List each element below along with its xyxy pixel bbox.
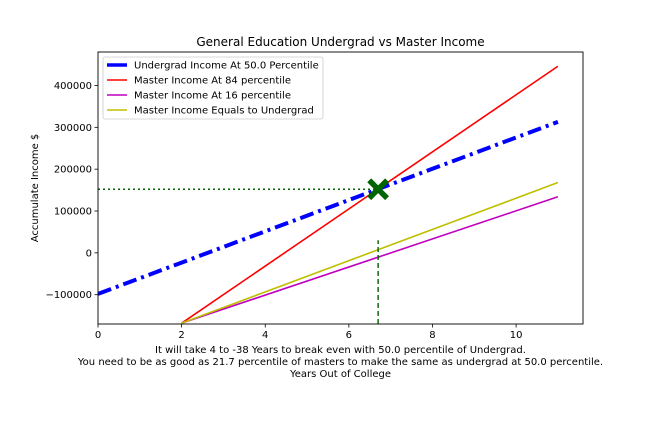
y-axis-label: Accumulate Income $ <box>30 134 41 243</box>
chart-title: General Education Undergrad vs Master In… <box>196 35 484 49</box>
plot-frame <box>97 51 584 325</box>
y-tick-label: 100000 <box>54 207 92 218</box>
axis-ticks: 0 2 4 6 8 10 −100000 0 100000 200000 300000 400000 <box>45 81 522 341</box>
series-line-2 <box>181 196 559 324</box>
x-axis-label-line-3: Years Out of College <box>289 369 391 380</box>
break-even-marker <box>367 178 390 201</box>
y-tick-label: 400000 <box>54 81 92 92</box>
legend-label-1: Master Income At 84 percentile <box>134 76 291 87</box>
x-tick-label: 2 <box>178 330 184 341</box>
series-line-3 <box>181 181 559 324</box>
legend: Undergrad Income At 50.0 Percentile Maste… <box>102 56 324 120</box>
x-tick-label: 4 <box>262 330 268 341</box>
y-tick-label: −100000 <box>45 290 92 301</box>
y-tick-label: 0 <box>86 248 92 259</box>
x-tick-label: 6 <box>346 330 352 341</box>
plot-data-layer <box>98 65 559 324</box>
legend-box <box>102 56 324 120</box>
legend-label-0: Undergrad Income At 50.0 Percentile <box>134 61 319 72</box>
y-tick-label: 300000 <box>54 123 92 134</box>
x-tick-label: 10 <box>510 330 523 341</box>
x-tick-label: 8 <box>429 330 435 341</box>
legend-items: Undergrad Income At 50.0 Percentile Maste… <box>107 61 319 117</box>
x-tick-label: 0 <box>95 330 101 341</box>
x-axis-label-line-2: You need to be as good as 21.7 percentil… <box>77 357 603 368</box>
y-tick-label: 200000 <box>54 165 92 176</box>
legend-label-2: Master Income At 16 percentile <box>134 91 291 102</box>
series-line-0 <box>98 120 559 296</box>
x-axis-label-line-1: It will take 4 to -38 Years to break eve… <box>155 345 526 356</box>
legend-label-3: Master Income Equals to Undergrad <box>134 106 314 117</box>
